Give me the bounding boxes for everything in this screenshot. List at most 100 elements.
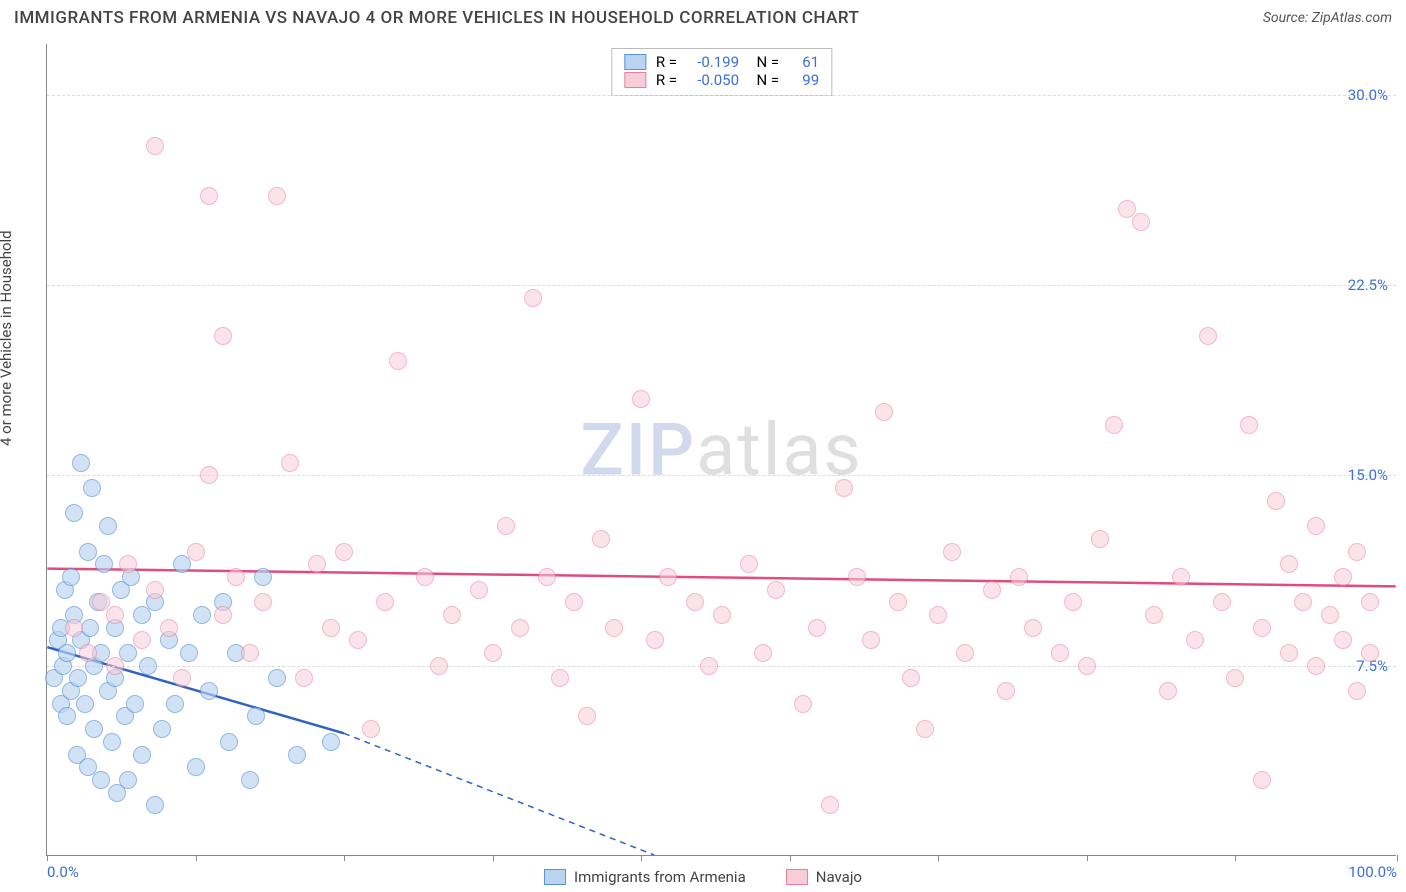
- stat-r-label: R =: [656, 53, 677, 71]
- data-point: [1145, 606, 1163, 624]
- data-point: [76, 695, 94, 713]
- gridline-h: [47, 666, 1396, 667]
- data-point: [1361, 644, 1379, 662]
- data-point: [335, 543, 353, 561]
- data-point: [1199, 327, 1217, 345]
- watermark-zip: ZIP: [580, 407, 696, 492]
- xtick-label: 100.0%: [1348, 863, 1397, 881]
- scatter-chart: ZIPatlas R =-0.199 N =61R =-0.050 N =99 …: [46, 44, 1396, 856]
- data-point: [484, 644, 502, 662]
- data-point: [1334, 631, 1352, 649]
- data-point: [1064, 593, 1082, 611]
- data-point: [81, 619, 99, 637]
- xtick: [344, 855, 345, 861]
- data-point: [349, 631, 367, 649]
- ytick-label: 22.5%: [1348, 276, 1388, 294]
- data-point: [119, 555, 137, 573]
- legend-bottom: Immigrants from Armenia Navajo: [544, 868, 862, 886]
- data-point: [1267, 492, 1285, 510]
- chart-title: IMMIGRANTS FROM ARMENIA VS NAVAJO 4 OR M…: [14, 8, 859, 28]
- data-point: [1172, 568, 1190, 586]
- data-point: [740, 555, 758, 573]
- data-point: [1186, 631, 1204, 649]
- data-point: [538, 568, 556, 586]
- stat-n-value: 99: [789, 71, 819, 89]
- stat-n-value: 61: [789, 53, 819, 71]
- data-point: [180, 644, 198, 662]
- data-point: [511, 619, 529, 637]
- data-point: [875, 403, 893, 421]
- swatch-armenia: [544, 869, 566, 885]
- data-point: [1159, 682, 1177, 700]
- data-point: [1132, 213, 1150, 231]
- ytick-label: 15.0%: [1348, 466, 1388, 484]
- data-point: [686, 593, 704, 611]
- data-point: [247, 707, 265, 725]
- data-point: [997, 682, 1015, 700]
- data-point: [862, 631, 880, 649]
- data-point: [72, 454, 90, 472]
- data-point: [106, 657, 124, 675]
- data-point: [85, 720, 103, 738]
- xtick: [1235, 855, 1236, 861]
- xtick: [47, 855, 48, 861]
- data-point: [592, 530, 610, 548]
- data-point: [916, 720, 934, 738]
- xtick: [196, 855, 197, 861]
- gridline-h: [47, 285, 1396, 286]
- data-point: [79, 543, 97, 561]
- xtick: [641, 855, 642, 861]
- xtick: [1087, 855, 1088, 861]
- data-point: [1253, 771, 1271, 789]
- data-point: [193, 606, 211, 624]
- legend-label-armenia: Immigrants from Armenia: [574, 868, 746, 886]
- data-point: [1334, 568, 1352, 586]
- data-point: [146, 581, 164, 599]
- data-point: [153, 720, 171, 738]
- gridline-h: [47, 95, 1396, 96]
- data-point: [214, 327, 232, 345]
- data-point: [443, 606, 461, 624]
- data-point: [92, 771, 110, 789]
- y-axis-label: 4 or more Vehicles in Household: [0, 230, 15, 446]
- data-point: [889, 593, 907, 611]
- stats-swatch: [624, 54, 646, 70]
- data-point: [200, 187, 218, 205]
- data-point: [200, 466, 218, 484]
- xtick: [1397, 855, 1398, 861]
- data-point: [322, 733, 340, 751]
- data-point: [551, 669, 569, 687]
- data-point: [659, 568, 677, 586]
- ytick-label: 30.0%: [1348, 86, 1388, 104]
- data-point: [214, 606, 232, 624]
- data-point: [133, 631, 151, 649]
- data-point: [1078, 657, 1096, 675]
- regression-lines: [47, 44, 1396, 855]
- data-point: [1240, 416, 1258, 434]
- legend-item-armenia: Immigrants from Armenia: [544, 868, 746, 886]
- stat-n-label: N =: [749, 71, 779, 89]
- data-point: [99, 517, 117, 535]
- gridline-h: [47, 475, 1396, 476]
- data-point: [227, 568, 245, 586]
- data-point: [146, 137, 164, 155]
- data-point: [1348, 682, 1366, 700]
- data-point: [241, 771, 259, 789]
- data-point: [146, 796, 164, 814]
- data-point: [95, 555, 113, 573]
- data-point: [254, 593, 272, 611]
- data-point: [106, 606, 124, 624]
- stat-n-label: N =: [749, 53, 779, 71]
- xtick: [790, 855, 791, 861]
- swatch-navajo: [786, 869, 808, 885]
- data-point: [139, 657, 157, 675]
- legend-item-navajo: Navajo: [786, 868, 862, 886]
- data-point: [362, 720, 380, 738]
- watermark-atlas: atlas: [696, 407, 863, 492]
- stats-swatch: [624, 72, 646, 88]
- data-point: [220, 733, 238, 751]
- data-point: [430, 657, 448, 675]
- data-point: [902, 669, 920, 687]
- data-point: [1024, 619, 1042, 637]
- legend-label-navajo: Navajo: [816, 868, 862, 886]
